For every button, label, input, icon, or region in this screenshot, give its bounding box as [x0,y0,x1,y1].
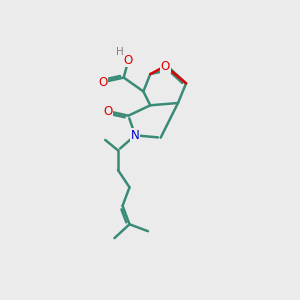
Text: N: N [131,129,140,142]
Text: O: O [103,105,112,118]
Text: O: O [161,59,170,73]
Text: O: O [98,76,108,89]
Text: O: O [124,54,133,67]
Text: H: H [116,47,124,57]
